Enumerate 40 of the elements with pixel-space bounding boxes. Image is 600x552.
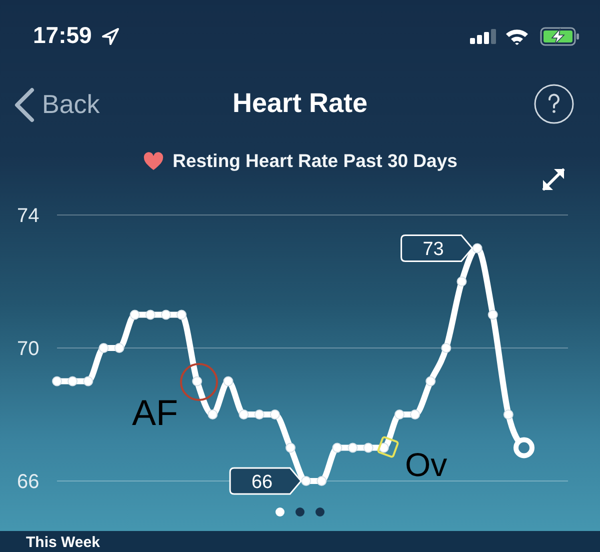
text: 17:59 bbox=[33, 22, 92, 48]
point bbox=[441, 343, 452, 353]
annotation: Ov bbox=[405, 446, 448, 483]
point bbox=[176, 310, 187, 320]
point bbox=[83, 376, 94, 386]
point bbox=[488, 310, 498, 320]
point bbox=[286, 442, 296, 453]
point bbox=[410, 410, 420, 420]
point bbox=[130, 310, 140, 320]
point bbox=[363, 442, 374, 453]
point bbox=[394, 410, 404, 420]
y-tick-label: 70 bbox=[17, 338, 40, 360]
point bbox=[426, 376, 436, 386]
data-label: 66 bbox=[251, 472, 273, 493]
point bbox=[332, 442, 342, 453]
y-tick-label: 66 bbox=[17, 471, 40, 493]
point bbox=[145, 310, 156, 320]
point bbox=[348, 442, 358, 453]
point bbox=[52, 376, 62, 386]
point bbox=[316, 476, 327, 486]
chart-title: Heart Rate bbox=[231, 88, 369, 118]
chart-subtitle: Resting Heart Rate Past 30 Days bbox=[172, 150, 458, 172]
point bbox=[238, 410, 249, 420]
point bbox=[208, 410, 218, 420]
point bbox=[503, 410, 514, 420]
point bbox=[68, 376, 78, 386]
y-tick-label: 74 bbox=[17, 205, 40, 227]
text: Back bbox=[42, 89, 100, 119]
point bbox=[254, 410, 264, 420]
point bbox=[301, 476, 312, 486]
point bbox=[98, 343, 109, 353]
data-label: 73 bbox=[422, 239, 444, 260]
text: This Week bbox=[26, 534, 100, 551]
point bbox=[456, 276, 467, 286]
point bbox=[114, 343, 124, 353]
point bbox=[223, 376, 234, 386]
annotation: AF bbox=[132, 392, 178, 433]
point bbox=[472, 243, 482, 254]
point bbox=[270, 410, 280, 420]
point bbox=[160, 310, 171, 320]
